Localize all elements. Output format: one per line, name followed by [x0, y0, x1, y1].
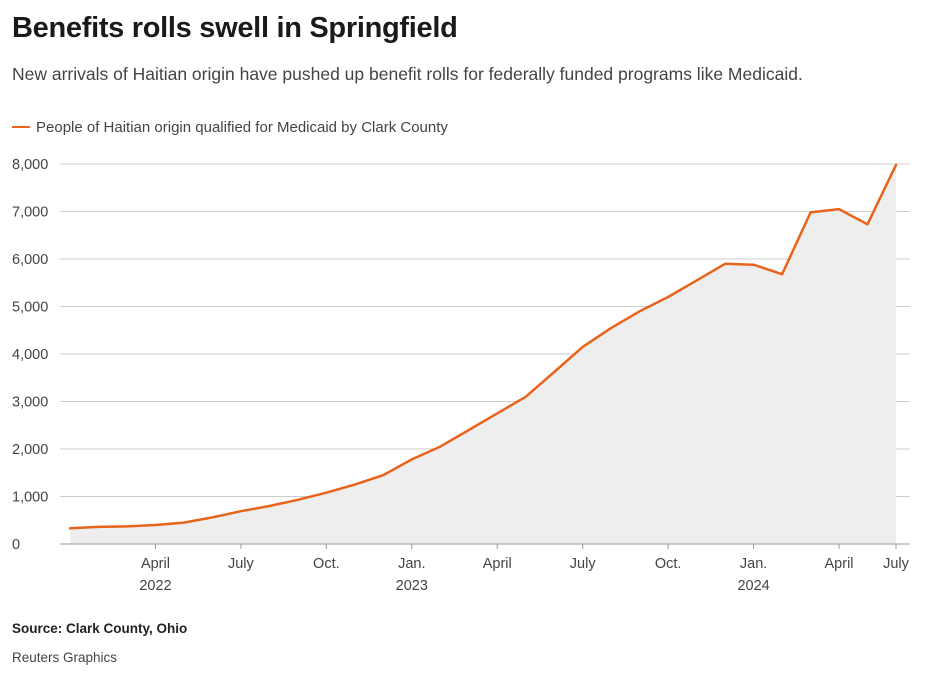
chart-subtitle: New arrivals of Haitian origin have push…: [12, 64, 803, 84]
x-tick-label: April: [825, 556, 854, 572]
legend-label: People of Haitian origin qualified for M…: [36, 118, 448, 136]
x-tick-label: Oct.: [313, 556, 340, 572]
x-tick-year-label: 2023: [396, 578, 428, 594]
y-tick-label: 6,000: [12, 252, 48, 268]
x-tick-label: April: [141, 556, 170, 572]
y-tick-label: 8,000: [12, 157, 48, 173]
credit-note: Reuters Graphics: [12, 650, 118, 665]
y-tick-label: 2,000: [12, 442, 48, 458]
x-tick-year-label: 2024: [737, 578, 769, 594]
y-tick-label: 3,000: [12, 395, 48, 411]
series-line: [68, 163, 898, 530]
x-tick-label: July: [228, 556, 255, 572]
y-tick-label: 5,000: [12, 300, 48, 316]
source-note: Source: Clark County, Ohio: [12, 621, 188, 636]
y-tick-label: 1,000: [12, 490, 48, 506]
series-area: [70, 164, 896, 544]
x-tick-label: Jan.: [398, 556, 425, 572]
x-tick-label: July: [883, 556, 910, 572]
y-tick-label: 0: [12, 537, 20, 553]
legend-line-swatch: [12, 125, 30, 129]
x-tick-label: April: [483, 556, 512, 572]
x-tick-label: Oct.: [655, 556, 682, 572]
x-tick-label: July: [570, 556, 597, 572]
x-tick-label: Jan.: [740, 556, 767, 572]
y-tick-label: 4,000: [12, 347, 48, 363]
chart-area: 0 1,000 2,000 3,000 4,000 5,000 6,000 7,000 8,00…: [12, 157, 910, 594]
y-tick-label: 7,000: [12, 205, 48, 221]
legend: People of Haitian origin qualified for M…: [12, 117, 448, 137]
x-tick-year-label: 2022: [139, 578, 171, 594]
chart-title: Benefits rolls swell in Springfield: [12, 12, 458, 44]
